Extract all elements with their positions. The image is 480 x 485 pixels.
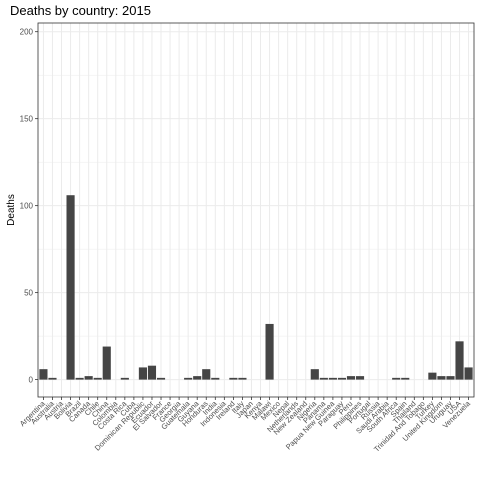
bar (48, 377, 57, 380)
y-tick-label: 100 (20, 202, 34, 211)
bar (392, 377, 401, 380)
bar (464, 367, 473, 380)
bar (138, 367, 147, 380)
bar (328, 377, 337, 380)
panel-border (37, 22, 475, 398)
bar (184, 377, 193, 380)
y-axis-title: Deaths (6, 194, 17, 226)
grid-lines (38, 23, 474, 397)
bar (193, 376, 202, 380)
bar (428, 372, 437, 380)
bar (147, 365, 157, 380)
bar (39, 369, 48, 380)
bar (455, 341, 464, 380)
y-tick-label: 50 (24, 289, 33, 298)
chart-title: Deaths by country: 2015 (10, 3, 151, 18)
y-tick-label: 0 (29, 376, 34, 385)
x-axis: ArgentinaAustraliaAustriaBoliviaBrazilCa… (18, 397, 473, 454)
bar (238, 377, 247, 380)
bar (84, 376, 93, 380)
bar (319, 377, 328, 380)
bar (211, 377, 220, 380)
plot-panel (38, 23, 474, 397)
y-axis: 0 50 100 150 200 (20, 28, 38, 385)
bar (120, 377, 129, 380)
bar (265, 323, 274, 380)
bar (401, 377, 410, 380)
bar (66, 195, 75, 380)
bar (75, 377, 84, 380)
bar (310, 369, 319, 380)
bar (346, 376, 356, 380)
bar (437, 376, 446, 380)
bar (229, 377, 238, 380)
bar (446, 376, 455, 380)
bars (39, 195, 473, 380)
y-tick-label: 200 (20, 28, 34, 37)
bar (355, 376, 365, 380)
bar (337, 377, 347, 380)
bar (102, 346, 111, 380)
bar (156, 377, 166, 380)
y-tick-label: 150 (20, 115, 34, 124)
bar (93, 377, 102, 380)
bar (202, 369, 211, 380)
